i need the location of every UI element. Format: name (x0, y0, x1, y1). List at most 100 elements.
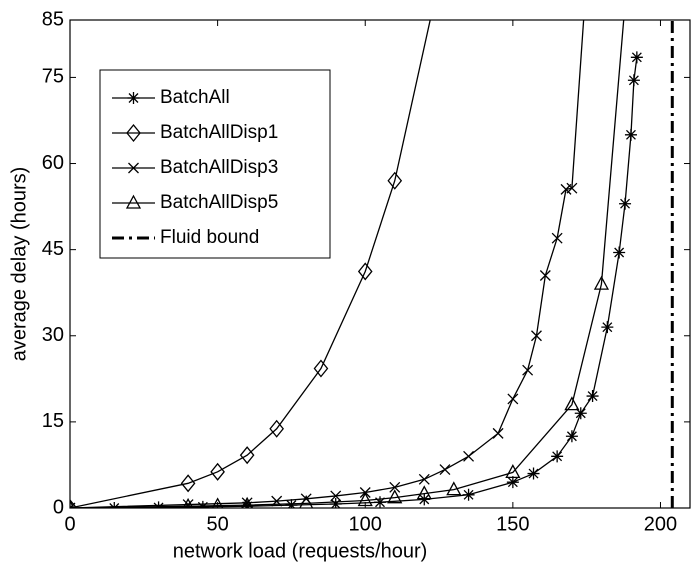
marker (241, 500, 254, 508)
point (613, 246, 626, 259)
marker (70, 498, 78, 508)
x-tick-label: 50 (206, 513, 228, 535)
point (564, 396, 580, 411)
marker (196, 500, 209, 508)
point (627, 74, 640, 87)
point (463, 450, 475, 462)
legend-label: BatchAllDisp3 (160, 157, 278, 178)
marker (329, 497, 342, 508)
marker (522, 364, 534, 376)
point (196, 500, 209, 508)
marker (574, 407, 587, 420)
marker (630, 51, 643, 64)
point (619, 197, 632, 210)
marker (182, 499, 194, 508)
point (574, 407, 587, 420)
marker (418, 473, 430, 485)
marker (387, 489, 403, 504)
series-line (70, 20, 431, 508)
point (241, 496, 254, 508)
marker (551, 450, 564, 463)
legend: BatchAll BatchAllDisp1 BatchAllDisp3 BatchA… (99, 69, 331, 259)
y-tick-label: 60 (42, 152, 64, 174)
legend-label: BatchAllDisp5 (160, 192, 278, 213)
marker (152, 501, 165, 508)
point (630, 51, 643, 64)
marker (387, 171, 403, 190)
y-tick-label: 45 (42, 238, 64, 260)
point (330, 490, 342, 502)
marker (527, 467, 540, 480)
y-tick-label: 30 (42, 324, 64, 346)
marker (531, 330, 542, 342)
point (182, 497, 194, 508)
marker (128, 162, 139, 174)
marker (269, 419, 285, 438)
point (210, 462, 225, 481)
y-tick-label: 85 (42, 8, 64, 30)
marker (446, 481, 462, 496)
marker (462, 488, 475, 501)
axes: 0 50 100 150 200 0 15 30 45 60 75 85 (42, 8, 690, 535)
marker (539, 270, 551, 281)
marker (313, 359, 329, 378)
point (505, 464, 521, 479)
point (180, 474, 196, 493)
y-tick-label: 75 (42, 66, 64, 88)
point (539, 270, 551, 281)
marker (566, 182, 578, 194)
marker (241, 497, 253, 508)
marker (492, 427, 504, 439)
marker (210, 462, 225, 481)
marker (374, 496, 386, 508)
point (70, 502, 76, 508)
marker (70, 499, 75, 508)
point (182, 499, 194, 508)
point (387, 489, 403, 504)
series-line (70, 20, 585, 508)
point (269, 419, 285, 438)
x-tick-label: 100 (349, 513, 382, 535)
marker (613, 246, 626, 259)
marker (416, 485, 432, 500)
point (446, 481, 462, 496)
legend-label: BatchAllDisp1 (160, 122, 278, 143)
marker (285, 499, 298, 508)
marker (463, 450, 475, 462)
marker (551, 232, 563, 244)
marker (619, 197, 632, 210)
point (601, 321, 614, 334)
legend-label: Fluid bound (160, 227, 259, 248)
marker (180, 474, 196, 493)
point (462, 488, 475, 501)
point (586, 390, 599, 403)
point (624, 128, 637, 141)
point (70, 498, 78, 508)
marker (505, 464, 521, 479)
point (531, 330, 542, 342)
marker (70, 502, 76, 508)
series-line (70, 57, 638, 508)
x-tick-label: 200 (644, 513, 677, 535)
point (551, 232, 563, 244)
point (389, 481, 401, 493)
marker (182, 497, 194, 508)
point (239, 446, 255, 465)
point (551, 450, 564, 463)
point (522, 364, 534, 376)
marker (418, 493, 431, 506)
point (357, 262, 373, 281)
marker (127, 92, 140, 104)
marker (389, 481, 401, 493)
marker (126, 123, 141, 143)
point (418, 493, 431, 506)
point (329, 497, 342, 508)
y-tick-label: 0 (53, 496, 64, 518)
point (418, 473, 430, 485)
marker (593, 275, 610, 290)
marker (357, 262, 373, 281)
point (313, 359, 329, 378)
point (374, 496, 386, 508)
marker (439, 464, 451, 475)
point (241, 500, 254, 508)
